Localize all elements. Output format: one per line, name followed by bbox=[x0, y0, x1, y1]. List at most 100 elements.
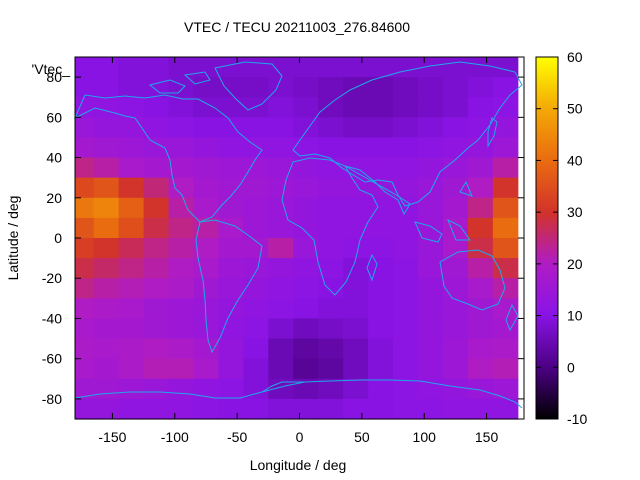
heatmap-cell bbox=[168, 238, 195, 259]
heatmap-cell bbox=[193, 278, 220, 299]
heatmap-cell bbox=[143, 358, 170, 380]
key-label: 'Vtec_ bbox=[32, 61, 71, 77]
heatmap-cell bbox=[442, 177, 469, 199]
colorbar-ticks: -10 0 10 20 30 40 50 60 bbox=[536, 49, 587, 427]
heatmap-cell bbox=[318, 97, 344, 118]
heatmap-cell bbox=[318, 338, 344, 360]
heatmap-cell bbox=[417, 137, 444, 159]
heatmap-cell bbox=[118, 217, 145, 239]
heatmap-cell bbox=[218, 217, 244, 239]
heatmap-cell bbox=[268, 57, 294, 78]
heatmap-cell bbox=[393, 358, 419, 380]
heatmap-cell bbox=[368, 318, 394, 340]
heatmap-cell bbox=[193, 398, 220, 420]
heatmap-cell bbox=[218, 117, 244, 139]
heatmap-cell bbox=[318, 57, 344, 78]
heatmap-cell bbox=[75, 57, 95, 78]
heatmap-cell bbox=[492, 77, 519, 98]
heatmap-cell bbox=[193, 358, 220, 380]
heatmap-cell bbox=[417, 398, 444, 420]
heatmap-cell bbox=[442, 197, 469, 219]
heatmap-cell bbox=[393, 298, 419, 320]
heatmap-cell bbox=[442, 278, 469, 299]
heatmap-cell bbox=[75, 318, 95, 340]
heatmap-cell bbox=[218, 197, 244, 219]
x-tick-label: -50 bbox=[227, 429, 247, 445]
heatmap-cell bbox=[118, 378, 145, 400]
heatmap-cell bbox=[492, 318, 519, 340]
heatmap-cell bbox=[268, 358, 294, 380]
heatmap-cell bbox=[268, 77, 294, 98]
colorbar-tick-label: 40 bbox=[567, 152, 583, 168]
heatmap-cell bbox=[218, 177, 244, 199]
heatmap-cell bbox=[143, 197, 170, 219]
heatmap-cell bbox=[218, 238, 244, 259]
x-axis-label: Longitude / deg bbox=[250, 457, 347, 473]
coastline-australia bbox=[439, 249, 506, 311]
heatmap-cell bbox=[368, 238, 394, 259]
heatmap-cell bbox=[467, 117, 494, 139]
y-tick-label: 80 bbox=[46, 69, 62, 85]
heatmap-cell bbox=[492, 217, 519, 239]
heatmap-cell bbox=[293, 258, 319, 279]
heatmap-cell bbox=[318, 77, 344, 98]
heatmap-cell bbox=[143, 398, 170, 420]
coastline-antarctic-peninsula bbox=[261, 381, 305, 393]
heatmap-cell bbox=[118, 278, 145, 299]
heatmap-cell bbox=[118, 77, 145, 98]
heatmap-cell bbox=[492, 97, 519, 118]
heatmap-cell bbox=[268, 117, 294, 139]
heatmap-cell bbox=[143, 378, 170, 400]
heatmap-cell bbox=[93, 217, 120, 239]
heatmap-cell bbox=[442, 217, 469, 239]
heatmap-cell bbox=[193, 97, 220, 118]
heatmap-cell bbox=[168, 217, 195, 239]
heatmap-cell bbox=[368, 358, 394, 380]
heatmap-cell bbox=[75, 278, 95, 299]
heatmap-cell bbox=[118, 197, 145, 219]
y-tick-label: 60 bbox=[46, 109, 62, 125]
heatmap-cell bbox=[417, 278, 444, 299]
heatmap-cell bbox=[368, 157, 394, 179]
heatmap-cell bbox=[93, 298, 120, 320]
heatmap-cell bbox=[243, 137, 269, 159]
heatmap-cell bbox=[243, 378, 269, 400]
heatmap-cell bbox=[442, 238, 469, 259]
coastline-africa bbox=[281, 157, 379, 296]
heatmap-cell bbox=[168, 137, 195, 159]
heatmap-cell bbox=[492, 137, 519, 159]
heatmap-cell bbox=[293, 378, 319, 400]
heatmap-cell bbox=[442, 157, 469, 179]
heatmap-cell bbox=[75, 298, 95, 320]
heatmap-cell bbox=[368, 77, 394, 98]
coastline-south-america bbox=[195, 219, 263, 354]
heatmap-cell bbox=[467, 217, 494, 239]
heatmap-cell bbox=[243, 318, 269, 340]
heatmap-cell bbox=[193, 258, 220, 279]
heatmap-cell bbox=[492, 177, 519, 199]
heatmap-cell bbox=[467, 238, 494, 259]
heatmap-cell bbox=[93, 157, 120, 179]
heatmap-cell bbox=[93, 258, 120, 279]
heatmap-cell bbox=[293, 398, 319, 420]
heatmap-cell bbox=[75, 217, 95, 239]
heatmap-cell bbox=[417, 258, 444, 279]
heatmap-cell bbox=[343, 338, 369, 360]
heatmap-cell bbox=[417, 217, 444, 239]
y-tick-label: -60 bbox=[42, 351, 62, 367]
heatmap-cell bbox=[368, 57, 394, 78]
heatmap-cell bbox=[467, 137, 494, 159]
x-tick-label: -100 bbox=[161, 429, 189, 445]
heatmap-cell bbox=[243, 217, 269, 239]
heatmap-cell bbox=[343, 318, 369, 340]
heatmap-cell bbox=[417, 238, 444, 259]
heatmap-cell bbox=[143, 57, 170, 78]
heatmap-cell bbox=[93, 378, 120, 400]
heatmap-cell bbox=[343, 177, 369, 199]
heatmap-cell bbox=[118, 117, 145, 139]
heatmap-cell bbox=[168, 157, 195, 179]
heatmap-cell bbox=[93, 137, 120, 159]
heatmap-cell bbox=[168, 97, 195, 118]
heatmap-cell bbox=[168, 298, 195, 320]
